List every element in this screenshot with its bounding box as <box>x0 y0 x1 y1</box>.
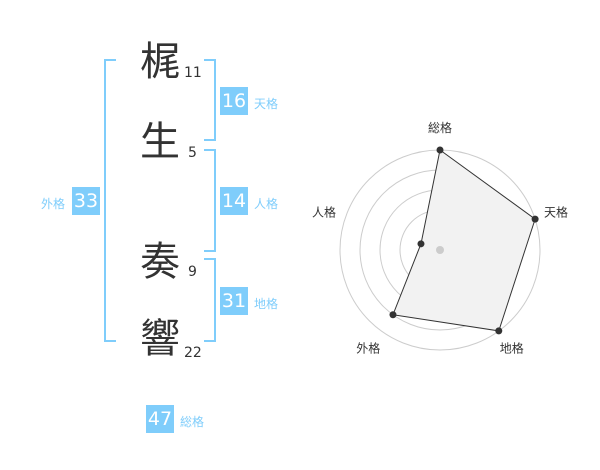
tenkaku-bracket <box>204 59 216 141</box>
radar-center-dot <box>436 246 444 254</box>
tenkaku-value: 16 <box>220 87 248 115</box>
name-char-3: 奏 <box>140 239 180 285</box>
jinkaku-label: 人格 <box>254 197 279 211</box>
chikaku-bracket <box>204 258 216 342</box>
radar-axis-label: 外格 <box>356 341 380 356</box>
radar-point <box>436 146 444 154</box>
gaikaku-bracket <box>104 59 116 342</box>
radar-axis-label: 総格 <box>428 120 452 135</box>
stroke-count-3: 9 <box>188 264 197 280</box>
name-char-4: 響 <box>140 316 180 362</box>
radar-axis-label: 地格 <box>500 341 524 356</box>
radar-axis-label: 人格 <box>312 204 336 219</box>
stroke-count-4: 22 <box>184 345 202 361</box>
stroke-count-2: 5 <box>188 145 197 161</box>
radar-point <box>389 311 397 319</box>
radar-point <box>417 240 425 248</box>
chikaku-label: 地格 <box>254 297 279 311</box>
soukaku-value: 47 <box>146 405 174 433</box>
radar-point <box>495 327 503 335</box>
radar-point <box>531 215 539 223</box>
name-char-2: 生 <box>140 119 180 165</box>
name-char-1: 梶 <box>140 39 180 85</box>
gaikaku-value: 33 <box>72 187 100 215</box>
tenkaku-label: 天格 <box>254 97 279 111</box>
gaikaku-label: 外格 <box>41 197 66 211</box>
jinkaku-bracket <box>204 149 216 252</box>
jinkaku-value: 14 <box>220 187 248 215</box>
radar-axis-label: 天格 <box>544 204 568 219</box>
radar-area <box>392 149 536 332</box>
chikaku-value: 31 <box>220 287 248 315</box>
soukaku-label: 総格 <box>180 415 205 429</box>
stroke-count-1: 11 <box>184 65 202 81</box>
